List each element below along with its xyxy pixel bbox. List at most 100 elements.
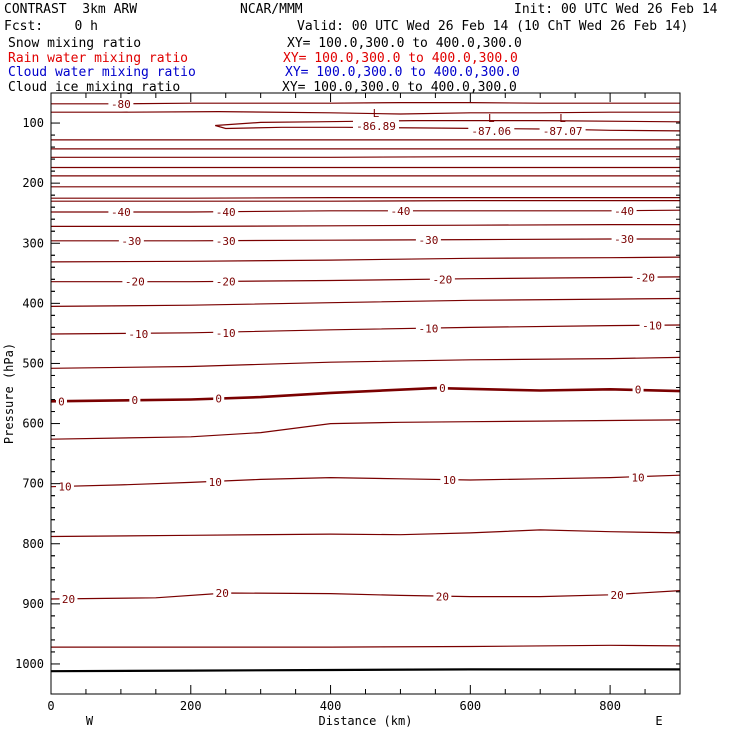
y-tick-label-400: 400 <box>22 296 44 310</box>
y-tick-label-500: 500 <box>22 356 44 370</box>
contour-label-23: 10 <box>209 476 222 489</box>
contour-label-2: -40 <box>216 206 236 219</box>
contour-label-25: 10 <box>631 472 644 485</box>
contour-line-12 <box>51 224 680 227</box>
contour-line-23 <box>50 590 681 600</box>
contour-label-11: -20 <box>432 273 452 286</box>
contour-label-22: 10 <box>58 481 71 494</box>
contour-line-15 <box>51 276 681 283</box>
contour-lines <box>50 102 681 673</box>
contour-line-5 <box>51 156 680 158</box>
y-tick-label-200: 200 <box>22 176 44 190</box>
contour-label-5: -30 <box>121 235 141 248</box>
header-fcst: Fcst: 0 h <box>4 19 98 34</box>
contour-label-8: -30 <box>614 233 634 246</box>
contour-label-14: -10 <box>216 327 236 340</box>
contour-label-bg-20 <box>436 382 448 395</box>
extremum-symbol-2: L <box>559 112 566 125</box>
contour-line-11 <box>51 209 681 213</box>
extremum-value-0: -86.89 <box>356 120 396 133</box>
contour-label-bg-0 <box>108 97 134 110</box>
contour-label-bg-17 <box>55 395 67 408</box>
contour-label-bg-9 <box>122 275 148 288</box>
x-axis-label: Distance (km) <box>319 714 413 728</box>
contour-labels: -80 -40 -40 -40 -40 -30 -30 -30 -30 -20 -20 -20 -20 -… <box>55 97 665 606</box>
x-end-label-west: W <box>86 714 94 728</box>
contour-label-12: -20 <box>635 272 655 285</box>
extremum-value-2: -87.07 <box>543 125 583 138</box>
y-tick-label-700: 700 <box>22 477 44 491</box>
header-init: Init: 00 UTC Wed 26 Feb 14 <box>514 2 718 17</box>
contour-label-bg-19 <box>213 392 225 405</box>
contour-label-bg-7 <box>415 234 441 247</box>
contour-label-1: -40 <box>111 206 131 219</box>
contour-label-bg-27 <box>213 587 232 600</box>
contour-label-bg-3 <box>387 204 413 217</box>
y-tick-label-100: 100 <box>22 116 44 130</box>
legend-xy-cloud-water: XY= 100.0,300.0 to 400.0,300.0 <box>285 65 520 80</box>
x-tick-label-200: 200 <box>180 699 202 713</box>
contour-line-0 <box>51 102 680 105</box>
y-tick-label-1000: 1000 <box>15 657 44 671</box>
y-tick-label-900: 900 <box>22 597 44 611</box>
extremum-bg-1 <box>468 124 515 137</box>
contour-label-16: -10 <box>642 320 662 333</box>
contour-label-bg-23 <box>206 475 225 488</box>
contour-line-18 <box>50 356 681 369</box>
contour-label-19: 0 <box>215 392 222 405</box>
contour-label-bg-5 <box>118 234 144 247</box>
x-end-label-east: E <box>655 714 662 728</box>
contour-label-10: -20 <box>216 276 236 289</box>
plot-frame <box>50 92 681 695</box>
contour-line-2 <box>215 120 681 132</box>
contour-label-bg-24 <box>440 474 459 487</box>
x-tick-label-0: 0 <box>47 699 54 713</box>
contour-label-29: 20 <box>610 589 623 602</box>
contour-label-bg-6 <box>213 234 239 247</box>
contour-label-bg-16 <box>639 319 665 332</box>
legend-label-cloud-water: Cloud water mixing ratio <box>8 65 196 80</box>
contour-label-bg-21 <box>632 383 644 396</box>
contour-label-18: 0 <box>132 394 139 407</box>
x-tick-label-800: 800 <box>599 699 621 713</box>
contour-line-20 <box>50 419 681 440</box>
y-tick-label-300: 300 <box>22 236 44 250</box>
contour-line-10 <box>51 200 680 202</box>
contour-label-bg-29 <box>608 588 627 601</box>
contour-label-3: -40 <box>391 205 411 218</box>
contour-line-21 <box>50 474 681 488</box>
contour-label-bg-28 <box>433 590 452 603</box>
legend-xy-cloud-ice: XY= 100.0,300.0 to 400.0,300.0 <box>282 80 517 95</box>
x-tick-label-400: 400 <box>320 699 342 713</box>
legend-label-rain: Rain water mixing ratio <box>8 51 189 66</box>
y-axis-label: Pressure (hPa) <box>2 343 16 444</box>
contour-line-17 <box>50 324 681 335</box>
contour-label-21: 0 <box>635 383 642 396</box>
contour-label-bg-26 <box>59 593 78 606</box>
extremum-bg-0 <box>352 120 399 133</box>
header-center: NCAR/MMM <box>240 2 303 17</box>
extremum-value-1: -87.06 <box>471 125 511 138</box>
contour-line-19 <box>50 386 681 403</box>
legend-xy-snow: XY= 100.0,300.0 to 400.0,300.0 <box>287 36 522 51</box>
header-project: CONTRAST 3km ARW <box>4 2 138 17</box>
extrema-markers: L-86.89L-87.06L-87.07 <box>352 107 586 138</box>
contour-label-28: 20 <box>436 591 449 604</box>
contour-label-bg-13 <box>125 328 151 341</box>
contour-label-27: 20 <box>216 587 229 600</box>
contour-label-7: -30 <box>418 234 438 247</box>
legend-xy-rain: XY= 100.0,300.0 to 400.0,300.0 <box>283 51 518 66</box>
contour-line-24 <box>51 644 681 648</box>
contour-label-bg-1 <box>108 205 134 218</box>
contour-label-bg-15 <box>415 322 441 335</box>
contour-line-22 <box>50 529 681 538</box>
contour-label-bg-2 <box>213 205 239 218</box>
header-valid: Valid: 00 UTC Wed 26 Feb 14 (10 ChT Wed … <box>297 19 689 34</box>
extremum-symbol-0: L <box>373 107 380 120</box>
contour-label-bg-25 <box>629 471 648 484</box>
contour-line-9 <box>51 197 680 199</box>
contour-label-bg-18 <box>129 394 141 407</box>
contour-label-6: -30 <box>216 235 236 248</box>
legend-label-cloud-ice: Cloud ice mixing ratio <box>8 80 181 95</box>
